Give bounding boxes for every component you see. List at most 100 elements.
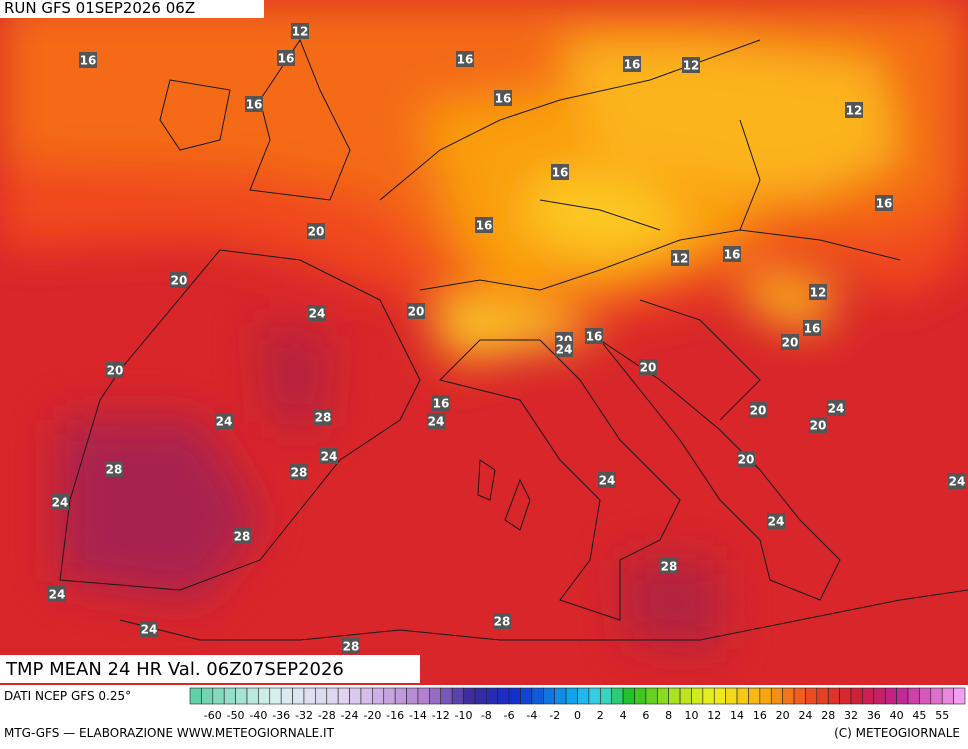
- map-value-label: 20: [640, 361, 657, 375]
- colorbar-box: [793, 687, 806, 705]
- colorbar-label: 16: [753, 709, 767, 722]
- map-value-label: 28: [661, 560, 678, 574]
- label-box: [215, 413, 233, 429]
- map-value-label: 24: [52, 496, 69, 510]
- colorbar-label: -50: [227, 709, 245, 722]
- map-value-label: 16: [804, 322, 821, 336]
- map-value-label: 24: [556, 343, 573, 357]
- map-value-label: 28: [315, 411, 332, 425]
- colorbar-label: 8: [665, 709, 672, 722]
- colorbar-label: 12: [707, 709, 721, 722]
- label-box: [723, 246, 741, 262]
- colorbar-box: [759, 687, 772, 705]
- label-box: [875, 195, 893, 211]
- colorbar-box: [634, 687, 647, 705]
- map-title: TMP MEAN 24 HR Val. 06Z07SEP2026: [5, 659, 344, 680]
- colorbar-box: [691, 687, 704, 705]
- label-box: [432, 395, 450, 411]
- label-box: [551, 164, 569, 180]
- map-value-label: 12: [846, 104, 863, 118]
- map-value-label: 20: [750, 404, 767, 418]
- colorbar-label: 6: [642, 709, 649, 722]
- label-box: [555, 341, 573, 357]
- map-value-label: 12: [292, 25, 309, 39]
- colorbar-label: -14: [409, 709, 427, 722]
- map-value-label: 24: [828, 402, 845, 416]
- colorbar: -60 -50 -40 -36 -32 -28 -24 -20 -16 -14 -12 -10 -8 -6…: [189, 687, 966, 722]
- colorbar-label: -36: [272, 709, 290, 722]
- colorbar-box: [599, 687, 612, 705]
- source-label: DATI NCEP GFS 0.25°: [4, 689, 131, 703]
- label-box: [48, 586, 66, 602]
- colorbar-box: [953, 687, 966, 705]
- map-value-label: 16: [476, 219, 493, 233]
- label-box: [427, 413, 445, 429]
- colorbar-box: [372, 687, 385, 705]
- map-value-label: 24: [309, 307, 326, 321]
- label-box: [314, 409, 332, 425]
- map-value-label: 24: [141, 623, 158, 637]
- colorbar-box: [394, 687, 407, 705]
- colorbar-box: [417, 687, 430, 705]
- colorbar-label: -28: [318, 709, 336, 722]
- map-value-label: 28: [291, 466, 308, 480]
- map-value-label: 20: [408, 305, 425, 319]
- map-value-label: 16: [495, 92, 512, 106]
- colorbar-box: [269, 687, 282, 705]
- colorbar-box: [520, 687, 533, 705]
- label-box: [493, 613, 511, 629]
- map-value-label: 16: [724, 248, 741, 262]
- colorbar-box: [919, 687, 932, 705]
- colorbar-box: [770, 687, 783, 705]
- colorbar-box: [383, 687, 396, 705]
- colorbar-box: [862, 687, 875, 705]
- colorbar-label: 20: [776, 709, 790, 722]
- colorbar-box: [246, 687, 259, 705]
- colorbar-box: [565, 687, 578, 705]
- label-box: [140, 621, 158, 637]
- colorbar-box: [280, 687, 293, 705]
- label-box: [51, 494, 69, 510]
- colorbar-box: [349, 687, 362, 705]
- map-value-label: 16: [80, 54, 97, 68]
- label-box: [245, 96, 263, 112]
- map-value-label: 12: [672, 252, 689, 266]
- map-value-label: 24: [49, 588, 66, 602]
- colorbar-box: [508, 687, 521, 705]
- colorbar-label: -40: [249, 709, 267, 722]
- label-box: [233, 528, 251, 544]
- colorbar-box: [668, 687, 681, 705]
- colorbar-box: [315, 687, 328, 705]
- label-box: [682, 57, 700, 73]
- colorbar-box: [577, 687, 590, 705]
- colorbar-box: [326, 687, 339, 705]
- label-box: [105, 461, 123, 477]
- colorbar-box: [554, 687, 567, 705]
- colorbar-label: 32: [844, 709, 858, 722]
- map-value-label: 28: [106, 463, 123, 477]
- map-value-label: 16: [876, 197, 893, 211]
- colorbar-box: [189, 687, 202, 705]
- label-box: [827, 400, 845, 416]
- colorbar-box: [645, 687, 658, 705]
- label-box: [809, 284, 827, 300]
- colorbar-box: [543, 687, 556, 705]
- map-value-label: 20: [738, 453, 755, 467]
- colorbar-box: [303, 687, 316, 705]
- colorbar-label: -8: [481, 709, 492, 722]
- colorbar-label: 14: [730, 709, 744, 722]
- label-box: [767, 513, 785, 529]
- map-value-label: 28: [343, 640, 360, 654]
- colorbar-label: -24: [341, 709, 359, 722]
- colorbar-box: [679, 687, 692, 705]
- map-value-label: 12: [683, 59, 700, 73]
- colorbar-box: [656, 687, 669, 705]
- colorbar-box: [782, 687, 795, 705]
- map-value-label: 28: [494, 615, 511, 629]
- map-value-label: 24: [428, 415, 445, 429]
- colorbar-box: [531, 687, 544, 705]
- label-box: [585, 328, 603, 344]
- colorbar-box: [816, 687, 829, 705]
- colorbar-box: [941, 687, 954, 705]
